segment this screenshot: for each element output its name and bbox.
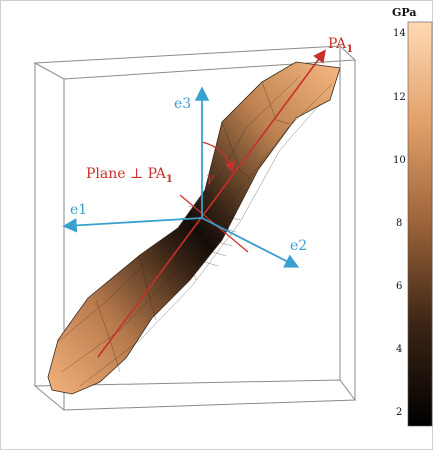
pa1-label: PA1 [328,36,353,55]
e1-axis [62,217,203,233]
colorbar-title: GPa [392,6,417,19]
colorbar-gradient [407,21,433,427]
plane-label: Plane ⊥ PA1 [86,166,173,185]
colorbar: GPa 14 12 10 8 6 4 2 [392,6,433,427]
e1-label: e1 [70,202,87,218]
colorbar-tick: 8 [396,218,402,229]
colorbar-tick: 12 [393,92,406,103]
angle-arc [201,141,235,173]
surface-mesh [57,75,333,387]
colorbar-tick: 2 [396,407,402,418]
e2-label: e2 [290,238,307,254]
colorbar-tick: 10 [393,155,406,166]
e3-label: e3 [174,96,191,112]
colorbar-tick: 6 [396,281,402,292]
e2-axis [201,217,300,268]
colorbar-tick: 14 [393,28,406,39]
pa1-axis [97,49,326,358]
colorbar-tick: 4 [396,344,402,355]
angle-label: γ [206,171,214,186]
